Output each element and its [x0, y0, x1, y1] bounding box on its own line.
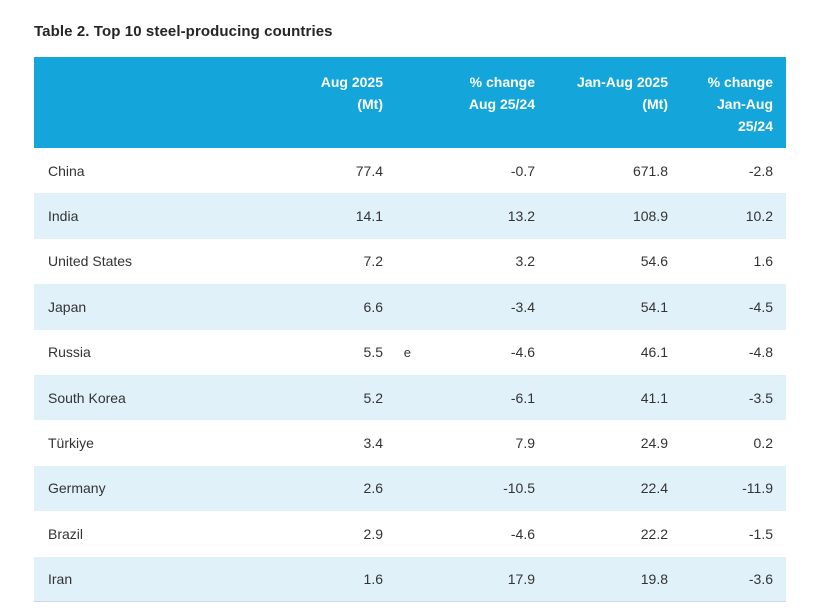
jan-aug-value-cell: 671.8 — [632, 162, 668, 179]
chg-aug-cell: 7.9 — [515, 435, 535, 452]
table-row: Germany 2.6 -10.5 22.4 -11.9 — [34, 465, 786, 512]
jan-aug-value-cell: 22.4 — [640, 480, 668, 497]
header-line: % change — [707, 74, 773, 90]
header-line: Jan-Aug — [717, 96, 773, 112]
chg-aug-cell: 3.2 — [515, 253, 535, 270]
country-cell: China — [48, 162, 85, 179]
jan-aug-value-cell: 54.6 — [640, 253, 668, 270]
table-row: Türkiye 3.4 7.9 24.9 0.2 — [34, 420, 786, 465]
aug-value: 1.6 — [363, 570, 383, 587]
aug-value-cell: 6.6 — [224, 284, 414, 329]
table-row: United States 7.2 3.2 54.6 1.6 — [34, 239, 786, 284]
country-cell: Türkiye — [48, 435, 94, 452]
aug-value: 3.4 — [363, 435, 383, 452]
chg-aug-cell: -0.7 — [510, 162, 535, 179]
aug-value: 14.1 — [355, 208, 383, 225]
table-title: Table 2. Top 10 steel-producing countrie… — [34, 23, 333, 40]
jan-aug-value-cell: 46.1 — [640, 344, 668, 361]
table-row: Brazil 2.9 -4.6 22.2 -1.5 — [34, 511, 786, 556]
chg-aug-cell: -3.4 — [510, 298, 535, 315]
table-row: Iran 1.6 17.9 19.8 -3.6 — [34, 556, 786, 602]
jan-aug-value-cell: 41.1 — [640, 389, 668, 406]
chg-aug-cell: -10.5 — [503, 480, 535, 497]
column-header-country — [34, 57, 224, 148]
country-cell: Russia — [48, 344, 91, 361]
country-cell: United States — [48, 253, 133, 270]
chg-aug-cell: -4.6 — [510, 344, 535, 361]
header-line: (Mt) — [357, 96, 383, 112]
table-body: China 77.4 -0.7 671.8 -2.8 India 14.1 13… — [34, 148, 786, 602]
header-row: Aug 2025 (Mt) % change Aug 25/24 Jan-Aug… — [34, 57, 786, 148]
aug-value-cell: 7.2 — [224, 239, 414, 284]
header-line: Jan-Aug 2025 — [576, 74, 668, 90]
country-cell: Japan — [48, 298, 87, 315]
chg-aug-cell: -6.1 — [510, 389, 535, 406]
aug-value-cell: 2.9 — [224, 511, 414, 556]
aug-value: 6.6 — [363, 298, 383, 315]
chg-aug-cell: 17.9 — [507, 570, 535, 587]
aug-value-cell: 77.4 — [224, 148, 414, 193]
chg-jan-aug-cell: -4.8 — [748, 344, 773, 361]
aug-value: 5.5 — [363, 344, 383, 361]
aug-value-cell: 2.6 — [224, 466, 414, 511]
country-cell: Iran — [48, 570, 73, 587]
aug-value: 77.4 — [355, 162, 383, 179]
chg-jan-aug-cell: -4.5 — [748, 298, 773, 315]
table-row: Russia 5.5 e -4.6 46.1 -4.8 — [34, 330, 786, 375]
chg-jan-aug-cell: -2.8 — [748, 162, 773, 179]
steel-production-table: Aug 2025 (Mt) % change Aug 25/24 Jan-Aug… — [34, 57, 786, 603]
aug-value-cell: 5.2 — [224, 375, 414, 420]
aug-value-cell: 1.6 — [224, 557, 414, 602]
table-row: China 77.4 -0.7 671.8 -2.8 — [34, 148, 786, 193]
country-cell: India — [48, 208, 79, 225]
header-line: Aug 2025 — [320, 74, 383, 90]
aug-value-cell: 14.1 — [224, 193, 414, 238]
jan-aug-value-cell: 22.2 — [640, 525, 668, 542]
estimate-marker: e — [403, 345, 411, 361]
table-row: Japan 6.6 -3.4 54.1 -4.5 — [34, 284, 786, 330]
chg-aug-cell: -4.6 — [510, 525, 535, 542]
chg-jan-aug-cell: -1.5 — [748, 525, 773, 542]
column-header-pct-change-jan-aug: % change Jan-Aug 25/24 — [668, 57, 786, 148]
aug-value: 5.2 — [363, 389, 383, 406]
chg-aug-cell: 13.2 — [507, 208, 535, 225]
column-header-jan-aug-2025: Jan-Aug 2025 (Mt) — [535, 57, 668, 148]
aug-value: 2.6 — [363, 480, 383, 497]
header-line: (Mt) — [642, 96, 668, 112]
jan-aug-value-cell: 108.9 — [632, 208, 668, 225]
header-line: 25/24 — [737, 118, 773, 134]
header-line: % change — [469, 74, 535, 90]
aug-value: 2.9 — [363, 525, 383, 542]
chg-jan-aug-cell: 1.6 — [753, 253, 773, 270]
chg-jan-aug-cell: -3.6 — [748, 570, 773, 587]
country-cell: Germany — [48, 480, 106, 497]
jan-aug-value-cell: 19.8 — [640, 570, 668, 587]
table-header: Aug 2025 (Mt) % change Aug 25/24 Jan-Aug… — [34, 57, 786, 148]
jan-aug-value-cell: 24.9 — [640, 435, 668, 452]
column-header-aug-2025: Aug 2025 (Mt) — [224, 57, 414, 148]
country-cell: Brazil — [48, 525, 84, 542]
jan-aug-value-cell: 54.1 — [640, 298, 668, 315]
aug-value-cell: 5.5 e — [224, 330, 414, 375]
table-row: South Korea 5.2 -6.1 41.1 -3.5 — [34, 374, 786, 421]
country-cell: South Korea — [48, 389, 126, 406]
aug-value-cell: 3.4 — [224, 420, 414, 465]
header-line: Aug 25/24 — [468, 96, 535, 112]
aug-value: 7.2 — [363, 253, 383, 270]
chg-jan-aug-cell: 0.2 — [753, 435, 773, 452]
chg-jan-aug-cell: -11.9 — [742, 480, 773, 497]
table-row: India 14.1 13.2 108.9 10.2 — [34, 193, 786, 239]
chg-jan-aug-cell: -3.5 — [748, 389, 773, 406]
chg-jan-aug-cell: 10.2 — [745, 208, 773, 225]
column-header-pct-change-aug: % change Aug 25/24 — [414, 57, 535, 148]
